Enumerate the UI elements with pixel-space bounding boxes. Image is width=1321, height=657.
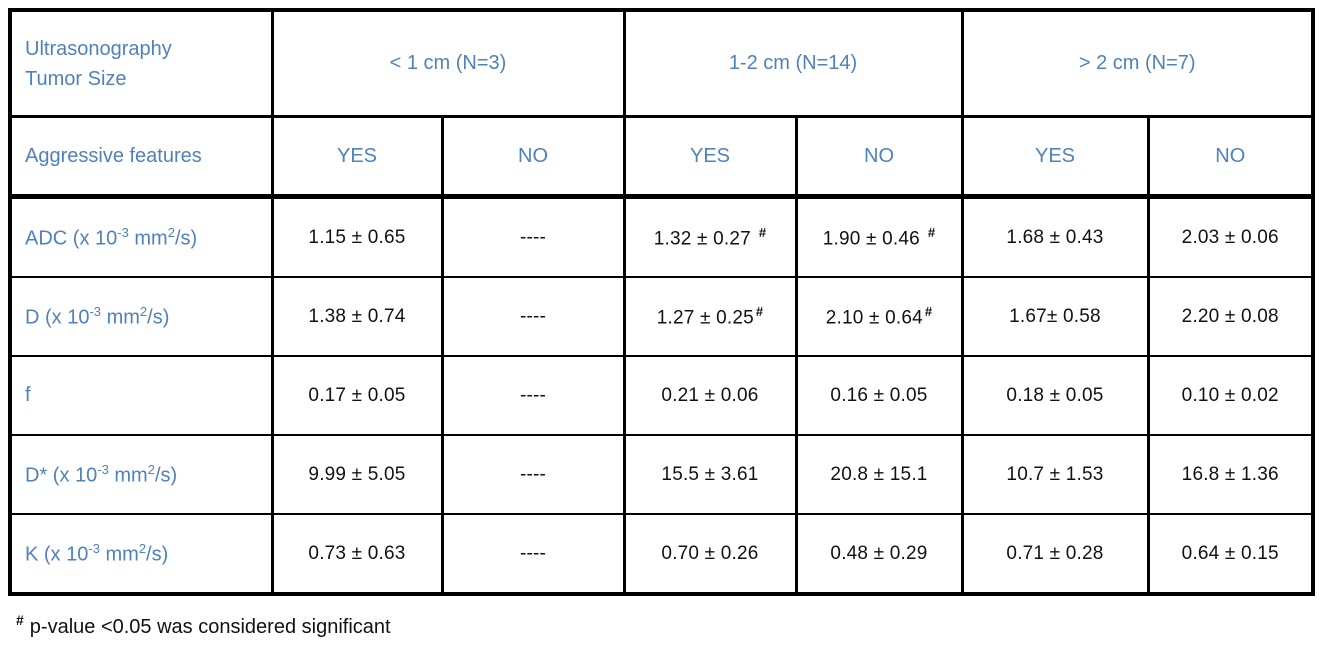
significance-marker: #: [755, 303, 764, 319]
data-cell: 16.8 ± 1.36: [1146, 434, 1315, 515]
data-cell: 0.71 ± 0.28: [960, 513, 1150, 595]
footnote-significance-marker: #: [16, 612, 24, 628]
data-cell: ----: [440, 434, 626, 515]
row-parameter-label: D (x 10-3 mm2/s): [8, 276, 274, 357]
group-header-1-2cm: 1-2 cm (N=14): [622, 9, 964, 118]
data-cell: 15.5 ± 3.61: [622, 434, 798, 515]
data-cell: 1.32 ± 0.27 #: [622, 195, 798, 278]
data-cell: 0.70 ± 0.26: [622, 513, 798, 595]
subheader-yes-gt-2cm: YES: [960, 115, 1150, 199]
table-row: D* (x 10-3 mm2/s) 9.99 ± 5.05 ---- 15.5 ± 3…: [8, 434, 1315, 515]
data-cell: ----: [440, 195, 626, 278]
subheader-no-gt-2cm: NO: [1146, 115, 1315, 199]
subheader-no-lt-1cm: NO: [440, 115, 626, 199]
table-body: Ultrasonography Tumor Size < 1 cm (N=3) …: [8, 9, 1315, 595]
table-row: D (x 10-3 mm2/s) 1.38 ± 0.74 ---- 1.27 ± 0.…: [8, 276, 1315, 357]
significance-marker: #: [927, 224, 936, 240]
data-cell: ----: [440, 276, 626, 357]
footnote: # p-value <0.05 was considered significan…: [16, 612, 391, 639]
data-cell: 1.15 ± 0.65: [270, 195, 444, 278]
results-table: Ultrasonography Tumor Size < 1 cm (N=3) …: [8, 8, 1315, 596]
data-cell: ----: [440, 513, 626, 595]
data-cell: ----: [440, 355, 626, 436]
data-cell: 0.48 ± 0.29: [794, 513, 964, 595]
significance-marker: #: [924, 303, 933, 319]
tumor-size-header-cell: Ultrasonography Tumor Size: [8, 9, 274, 118]
table-row: f 0.17 ± 0.05 ---- 0.21 ± 0.06 0.16 ± 0.05 0.…: [8, 355, 1315, 436]
data-cell: 10.7 ± 1.53: [960, 434, 1150, 515]
data-cell: 0.21 ± 0.06: [622, 355, 798, 436]
aggressive-features-label: Aggressive features: [8, 115, 274, 199]
subheader-yes-lt-1cm: YES: [270, 115, 444, 199]
footnote-text: p-value <0.05 was considered significant: [29, 615, 391, 638]
tumor-size-header-line1: Ultrasonography: [25, 37, 172, 60]
header-row-tumor-size: Ultrasonography Tumor Size < 1 cm (N=3) …: [8, 9, 1315, 118]
row-parameter-label: D* (x 10-3 mm2/s): [8, 434, 274, 515]
row-parameter-label: f: [8, 355, 274, 436]
table-row: ADC (x 10-3 mm2/s) 1.15 ± 0.65 ---- 1.32 ± …: [8, 195, 1315, 278]
data-cell: 1.67± 0.58: [960, 276, 1150, 357]
data-cell: 1.38 ± 0.74: [270, 276, 444, 357]
data-cell: 20.8 ± 15.1: [794, 434, 964, 515]
group-header-gt-2cm: > 2 cm (N=7): [960, 9, 1315, 118]
data-cell: 2.20 ± 0.08: [1146, 276, 1315, 357]
data-cell: 9.99 ± 5.05: [270, 434, 444, 515]
significance-marker: #: [758, 224, 767, 240]
data-cell: 2.03 ± 0.06: [1146, 195, 1315, 278]
data-cell: 1.27 ± 0.25 #: [622, 276, 798, 357]
header-row-aggressive-features: Aggressive features YES NO YES NO YES NO: [8, 115, 1315, 199]
data-cell: 0.64 ± 0.15: [1146, 513, 1315, 595]
subheader-no-1-2cm: NO: [794, 115, 964, 199]
data-cell: 0.18 ± 0.05: [960, 355, 1150, 436]
data-cell: 1.68 ± 0.43: [960, 195, 1150, 278]
data-cell: 0.16 ± 0.05: [794, 355, 964, 436]
data-cell: 0.73 ± 0.63: [270, 513, 444, 595]
row-parameter-label: K (x 10-3 mm2/s): [8, 513, 274, 595]
data-cell: 0.10 ± 0.02: [1146, 355, 1315, 436]
data-cell: 1.90 ± 0.46 #: [794, 195, 964, 278]
table-row: K (x 10-3 mm2/s) 0.73 ± 0.63 ---- 0.70 ± 0.…: [8, 513, 1315, 595]
data-cell: 0.17 ± 0.05: [270, 355, 444, 436]
data-cell: 2.10 ± 0.64 #: [794, 276, 964, 357]
row-parameter-label: ADC (x 10-3 mm2/s): [8, 195, 274, 278]
tumor-size-header-line2: Tumor Size: [25, 67, 127, 90]
group-header-lt-1cm: < 1 cm (N=3): [270, 9, 626, 118]
subheader-yes-1-2cm: YES: [622, 115, 798, 199]
